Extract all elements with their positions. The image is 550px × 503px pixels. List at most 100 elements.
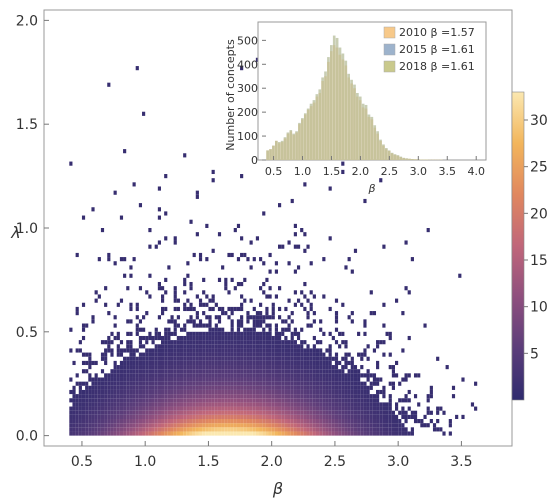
heatmap-cell [170, 402, 174, 407]
heatmap-cell [221, 394, 225, 399]
heatmap-cell [145, 360, 149, 366]
heatmap-cell [208, 398, 212, 403]
heatmap-cell [217, 373, 222, 378]
heatmap-cell [334, 385, 339, 390]
heatmap-cell [243, 410, 247, 415]
heatmap-cell [135, 369, 139, 374]
heatmap-cell [372, 410, 377, 415]
heatmap-cell [391, 381, 395, 386]
heatmap-cell [126, 365, 130, 370]
heatmap-cell [369, 427, 373, 432]
heatmap-cell [379, 389, 383, 395]
heatmap-cell [284, 385, 288, 390]
heatmap-cell [157, 381, 161, 386]
heatmap-cell [214, 348, 218, 353]
heatmap-cell [303, 356, 307, 361]
heatmap-cell [350, 377, 354, 382]
heatmap-cell [142, 327, 146, 332]
heatmap-cell [255, 410, 260, 415]
heatmap-cell [192, 335, 196, 341]
heatmap-cell [243, 340, 247, 345]
heatmap-cell [81, 335, 86, 341]
heatmap-cell [366, 369, 370, 374]
heatmap-cell [167, 373, 171, 378]
heatmap-cell [202, 331, 206, 336]
heatmap-cell [164, 365, 168, 370]
heatmap-cell [97, 381, 101, 386]
heatmap-cell [179, 431, 184, 436]
heatmap-cell [119, 381, 124, 386]
heatmap-cell [205, 427, 209, 432]
heatmap-cell [208, 356, 212, 361]
heatmap-cell [110, 394, 114, 399]
heatmap-cell [334, 419, 339, 424]
heatmap-cell [350, 431, 354, 436]
heatmap-cell [148, 228, 152, 233]
heatmap-cell [179, 373, 184, 378]
heatmap-cell [246, 315, 250, 320]
histogram-bar-2018 [413, 159, 417, 160]
heatmap-cell [119, 257, 124, 262]
heatmap-cell [75, 394, 79, 399]
heatmap-cell [309, 414, 313, 420]
histogram-bar-2018 [411, 159, 414, 160]
heatmap-cell [236, 373, 241, 378]
heatmap-cell [202, 335, 206, 341]
heatmap-cell [303, 369, 307, 374]
heatmap-cell [129, 348, 133, 353]
heatmap-cell [388, 431, 392, 436]
heatmap-cell [281, 348, 285, 353]
heatmap-cell [328, 385, 332, 390]
heatmap-cell [312, 406, 316, 411]
heatmap-cell [214, 315, 218, 320]
heatmap-cell [233, 423, 237, 428]
heatmap-cell [268, 356, 272, 361]
heatmap-cell [319, 431, 323, 436]
heatmap-cell [179, 389, 184, 395]
heatmap-cell [214, 373, 218, 378]
heatmap-cell [265, 352, 269, 357]
heatmap-cell [104, 377, 108, 382]
heatmap-cell [97, 389, 101, 395]
heatmap-cell [281, 327, 285, 332]
heatmap-cell [385, 410, 389, 415]
colorbar-tick-label: 10 [530, 300, 548, 316]
heatmap-cell [262, 419, 266, 424]
heatmap-cell [192, 323, 196, 328]
heatmap-cell [341, 410, 345, 415]
heatmap-cell [85, 389, 89, 395]
histogram-bar-2018 [330, 45, 333, 160]
heatmap-cell [217, 277, 222, 282]
heatmap-cell [259, 381, 263, 386]
heatmap-cell [306, 414, 310, 420]
heatmap-cell [161, 398, 165, 403]
heatmap-cell [113, 373, 117, 378]
heatmap-cell [240, 410, 244, 415]
heatmap-cell [262, 344, 266, 349]
heatmap-cell [319, 427, 323, 432]
heatmap-cell [350, 356, 354, 361]
heatmap-cell [94, 290, 98, 295]
heatmap-cell [300, 431, 304, 436]
heatmap-cell [186, 419, 190, 424]
heatmap-cell [366, 373, 370, 378]
heatmap-cell [353, 377, 358, 382]
heatmap-cell [230, 389, 234, 395]
heatmap-cell [287, 369, 291, 374]
heatmap-cell [325, 389, 329, 395]
heatmap-cell [94, 398, 98, 403]
heatmap-cell [322, 427, 326, 432]
heatmap-cell [208, 306, 212, 312]
heatmap-cell [164, 327, 168, 332]
heatmap-cell [173, 356, 177, 361]
heatmap-cell [183, 385, 187, 390]
heatmap-cell [252, 389, 256, 395]
heatmap-cell [157, 286, 161, 291]
heatmap-cell [426, 410, 430, 415]
heatmap-cell [309, 381, 313, 386]
heatmap-cell [395, 373, 399, 378]
heatmap-cell [230, 394, 234, 399]
heatmap-cell [107, 344, 111, 349]
heatmap-cell [138, 377, 143, 382]
heatmap-cell [401, 398, 405, 403]
